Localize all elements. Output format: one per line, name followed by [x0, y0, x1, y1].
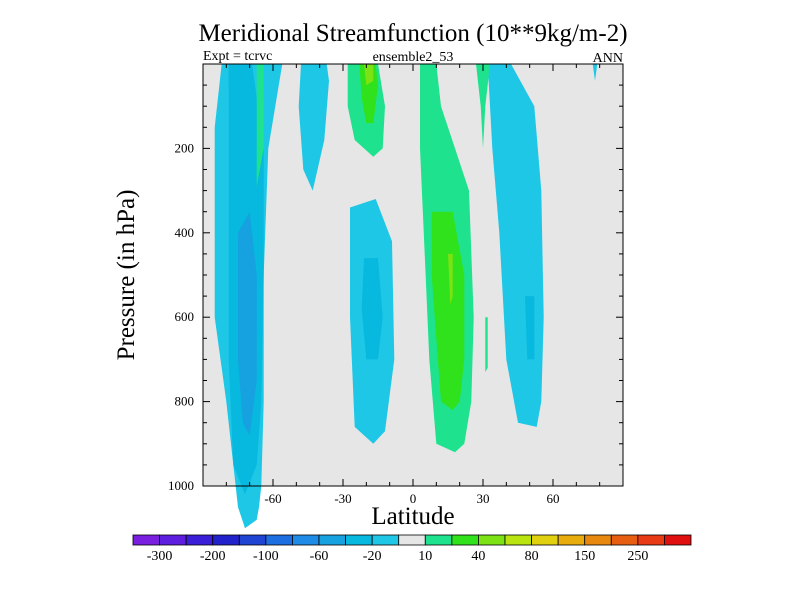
colorbar-label: -20	[363, 549, 382, 564]
colorbar-box-7	[318, 534, 346, 546]
contour-region-9	[359, 64, 378, 124]
colorbar-label: 150	[574, 549, 595, 564]
contour-region-17	[592, 64, 598, 81]
contour-region-14	[256, 64, 264, 187]
colorbar-box-14	[504, 534, 532, 546]
x-tick-label: 60	[547, 491, 560, 506]
colorbar-box-19	[637, 534, 665, 546]
colorbar-box-10	[398, 534, 426, 546]
colorbar-box-9	[371, 534, 400, 546]
colorbar-box-13	[478, 534, 506, 546]
colorbar-label: -200	[200, 549, 226, 564]
colorbar-label: 80	[525, 549, 539, 564]
y-tick-label: 400	[175, 225, 195, 240]
plot-background	[203, 64, 623, 486]
colorbar	[132, 534, 692, 546]
colorbar-label: -60	[310, 549, 329, 564]
colorbar-box-3	[212, 534, 240, 546]
colorbar-box-18	[610, 534, 639, 546]
x-tick-label: 30	[477, 491, 490, 506]
colorbar-box-4	[238, 534, 267, 546]
colorbar-box-2	[185, 534, 214, 546]
y-tick-label: 800	[175, 394, 195, 409]
y-tick-label: 1000	[168, 478, 194, 493]
x-tick-label: 0	[410, 491, 417, 506]
colorbar-label: -300	[147, 549, 173, 564]
colorbar-box-6	[292, 534, 320, 546]
colorbar-label: 40	[471, 549, 485, 564]
colorbar-label: -100	[253, 549, 279, 564]
colorbar-box-5	[265, 534, 293, 546]
axis-ticks	[202, 63, 624, 487]
colorbar-box-16	[557, 534, 586, 546]
chart-title: Meridional Streamfunction (10**9kg/m-2)	[198, 20, 627, 47]
y-tick-label: 600	[175, 309, 195, 324]
colorbar-box-0	[132, 534, 160, 546]
y-tick-labels: 200 400 600 800 1000	[168, 140, 194, 493]
contour-region-16	[485, 317, 488, 373]
right-label: ANN	[593, 51, 623, 66]
y-tick-label: 200	[175, 140, 195, 155]
colorbar-box-20	[664, 534, 692, 546]
plot-area	[202, 63, 624, 529]
contour-region-10	[364, 64, 374, 86]
contour-region-3	[298, 64, 329, 191]
colorbar-box-15	[531, 534, 559, 546]
contour-region-13	[448, 253, 453, 305]
contour-region-2	[238, 211, 257, 436]
colorbar-box-8	[345, 534, 373, 546]
x-tick-labels: -60 -30 0 30 60	[264, 491, 559, 506]
contour-region-12	[431, 211, 465, 410]
x-axis-label: Latitude	[371, 503, 454, 530]
colorbar-label: 10	[418, 549, 432, 564]
contour-regions	[214, 64, 598, 529]
plot-frame	[202, 63, 624, 487]
left-label: Expt = tcrvc	[203, 49, 272, 64]
colorbar-box-11	[424, 534, 453, 546]
x-tick-label: -30	[334, 491, 351, 506]
contour-region-7	[525, 296, 535, 360]
colorbar-label: 250	[627, 549, 648, 564]
x-tick-label: -60	[264, 491, 281, 506]
colorbar-box-17	[584, 534, 612, 546]
colorbar-box-12	[451, 534, 479, 546]
contour-region-15	[476, 64, 490, 149]
contour-region-5	[361, 258, 383, 360]
y-axis-label: Pressure (in hPa)	[113, 190, 140, 361]
center-label: ensemble2_53	[373, 50, 454, 65]
colorbar-labels: -300 -200 -100 -60 -20 10 40 80 150 250	[147, 549, 649, 564]
colorbar-box-1	[159, 534, 187, 546]
